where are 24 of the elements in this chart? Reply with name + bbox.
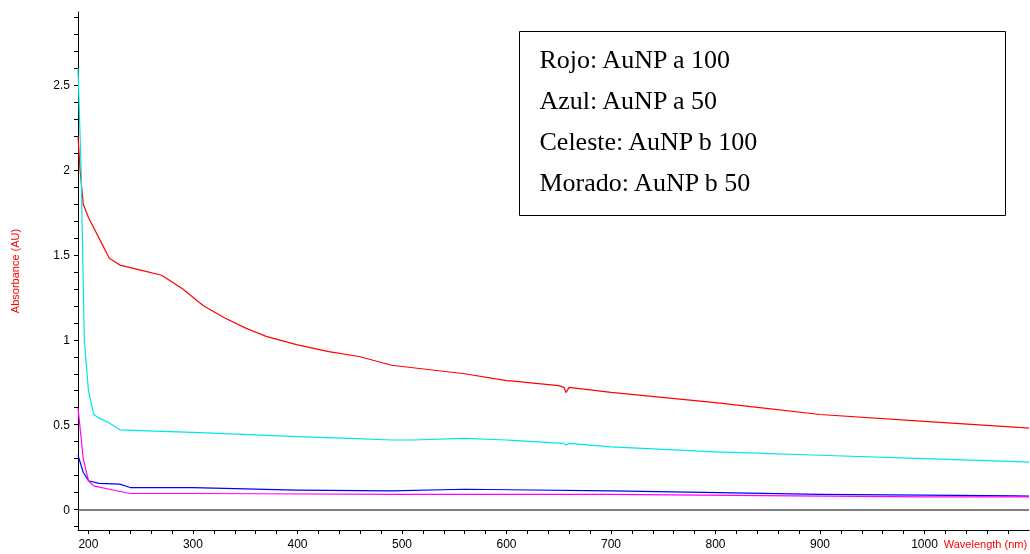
- y-tick-label: 0: [63, 502, 71, 517]
- line-series: [77, 407, 1030, 498]
- y-axis-title: Absorbance (AU): [8, 228, 21, 314]
- x-tick-label: 400: [287, 537, 308, 551]
- annotation: Morado: AuNP b 50: [539, 168, 751, 197]
- line-series: [77, 135, 1030, 429]
- y-tick-label: 1.5: [53, 247, 71, 262]
- x-tick-label: 500: [391, 537, 413, 551]
- y-tick-label: 1: [63, 332, 71, 347]
- x-tick-label: 800: [705, 537, 726, 551]
- y-tick-label: 2.5: [53, 78, 71, 93]
- x-tick-label: 600: [496, 537, 517, 551]
- x-tick-label: 1000: [911, 537, 939, 551]
- y-tick-label: 0.5: [53, 417, 71, 432]
- x-axis-title: Wavelength (nm): [943, 537, 1028, 550]
- annotation: Azul: AuNP a 50: [539, 86, 717, 115]
- annotation: Celeste: AuNP b 100: [539, 127, 758, 156]
- x-tick-label: 900: [809, 537, 831, 551]
- x-tick-label: 700: [600, 537, 622, 551]
- line-series: [77, 454, 1030, 497]
- x-tick-label: 200: [78, 537, 99, 551]
- annotation: Rojo: AuNP a 100: [539, 45, 730, 74]
- y-tick-label: 2: [63, 162, 71, 177]
- x-tick-label: 300: [182, 537, 204, 551]
